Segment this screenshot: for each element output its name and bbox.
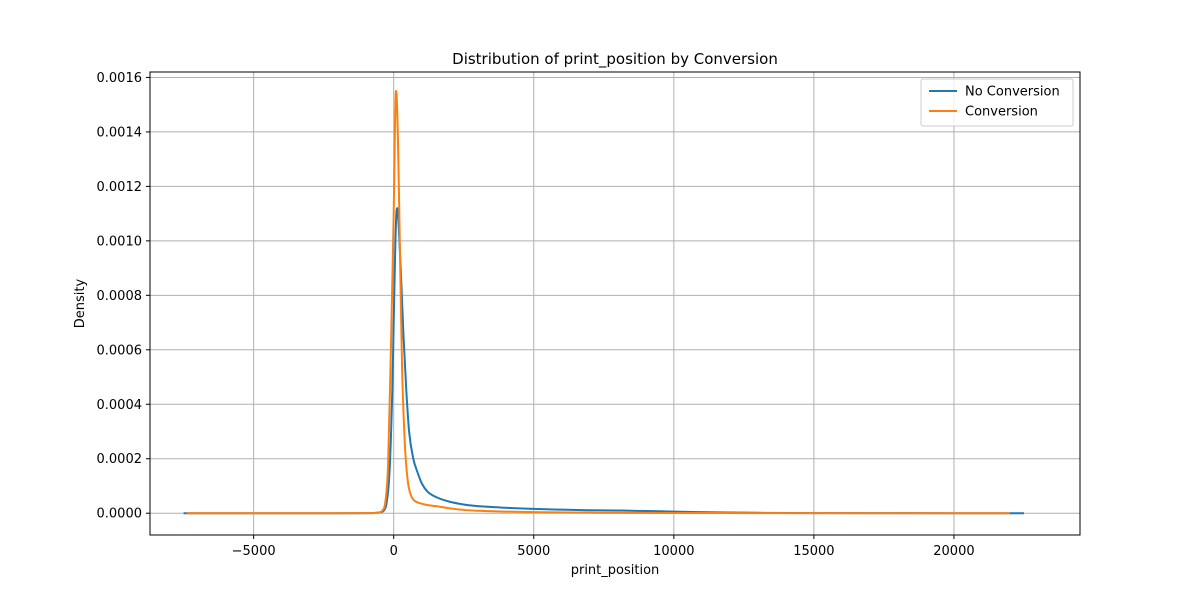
x-tick-label: 10000 <box>653 544 694 559</box>
y-tick-label: 0.0008 <box>97 289 143 304</box>
y-tick-label: 0.0004 <box>97 398 143 413</box>
legend-label-no-conversion: No Conversion <box>965 85 1060 100</box>
y-tick-label: 0.0010 <box>97 234 143 249</box>
plot-area-frame <box>149 71 1081 536</box>
y-tick-label: 0.0000 <box>97 507 143 522</box>
y-axis-label: Density <box>73 278 88 328</box>
x-tick-label: 0 <box>390 544 398 559</box>
y-tick-label: 0.0012 <box>97 180 143 195</box>
legend-box <box>920 78 1074 127</box>
x-tick-label: 20000 <box>933 544 974 559</box>
y-tick-label: 0.0014 <box>97 125 143 140</box>
x-tick-label: 15000 <box>793 544 834 559</box>
legend: No Conversion Conversion <box>920 78 1074 127</box>
series-layer <box>183 90 1024 515</box>
y-tick-label: 0.0006 <box>97 343 143 358</box>
chart-title: Distribution of print_position by Conver… <box>452 50 778 69</box>
x-tick-label: −5000 <box>232 544 276 559</box>
x-tick-label: 5000 <box>517 544 550 559</box>
tick-layer: −5000 0 5000 10000 15000 20000 0.0000 0.0002 0.0… <box>97 71 975 559</box>
legend-label-conversion: Conversion <box>965 105 1038 120</box>
y-tick-label: 0.0002 <box>97 452 143 467</box>
y-tick-label: 0.0016 <box>97 71 143 86</box>
x-axis-label: print_position <box>571 563 660 578</box>
grid-layer <box>150 72 1080 535</box>
series-line-conversion <box>186 90 1010 515</box>
